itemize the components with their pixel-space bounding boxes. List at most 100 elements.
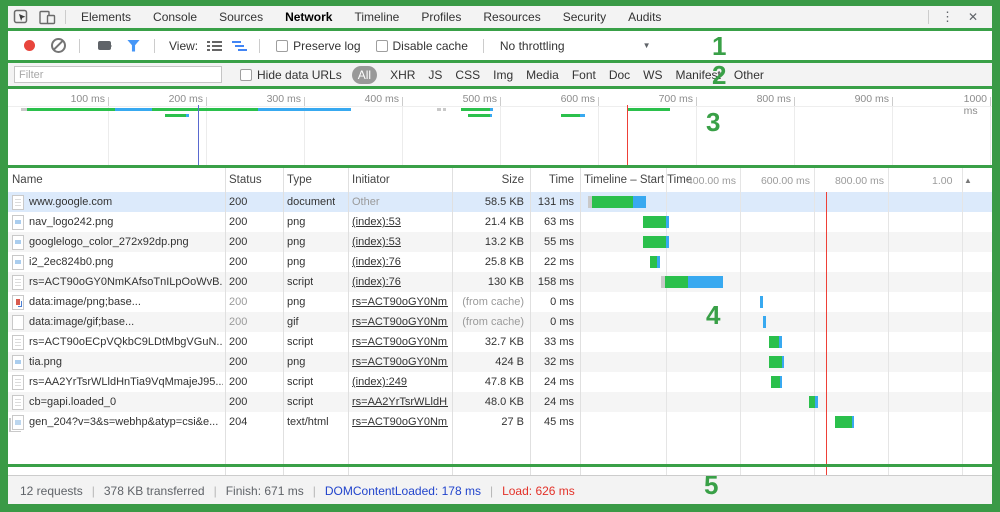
column-header-time[interactable]: Time	[548, 174, 574, 186]
network-overview-timeline[interactable]: 100 ms 200 ms 300 ms 400 ms 500 ms 600 ms 700 …	[8, 89, 992, 165]
status-cell: 200	[229, 216, 248, 228]
throttling-select[interactable]: No throttling	[499, 38, 565, 53]
filter-pill-other[interactable]: Other	[733, 67, 764, 82]
request-row[interactable]: rs=AA2YrTsrWLldHnTia9VqMmajeJ95... 200 scr…	[8, 372, 992, 392]
request-name-cell: googlelogo_color_272x92dp.png	[8, 232, 223, 252]
request-row[interactable]: gen_204?v=3&s=webhp&atyp=csi&e... 204 text…	[8, 412, 992, 432]
initiator-cell[interactable]: rs=ACT90oGY0Nm...	[352, 316, 448, 328]
annotation-number-2: 2	[712, 60, 727, 90]
doc-file-icon	[12, 194, 24, 210]
column-header-initiator[interactable]: Initiator	[352, 174, 390, 186]
tab-profiles[interactable]: Profiles	[421, 10, 462, 24]
request-row[interactable]: www.google.com 200 document Other 58.5 KB 131…	[8, 192, 992, 212]
initiator-cell[interactable]: (index):76	[352, 256, 401, 268]
initiator-cell[interactable]: rs=ACT90oGY0Nm...	[352, 416, 448, 428]
column-header-timeline[interactable]: Timeline – Start Time	[584, 174, 693, 186]
script-file-icon	[12, 394, 24, 410]
devtools-menu-icon[interactable]: ⋮	[940, 9, 954, 24]
timeline-tick-label: 600.00 ms	[760, 175, 810, 187]
tab-console[interactable]: Console	[153, 10, 198, 24]
clear-icon[interactable]	[51, 38, 66, 53]
initiator-cell[interactable]: rs=ACT90oGY0Nm...	[352, 336, 448, 348]
tab-network[interactable]: Network	[285, 10, 333, 24]
disable-cache-checkbox[interactable]: Disable cache	[375, 39, 468, 53]
request-row[interactable]: i2_2ec824b0.png 200 png (index):76 25.8 KB 22…	[8, 252, 992, 272]
request-name-cell: www.google.com	[8, 192, 223, 212]
request-row[interactable]: data:image/gif;base... 200 gif rs=ACT90oGY0…	[8, 312, 992, 332]
column-header-name[interactable]: Name	[12, 174, 43, 186]
tab-audits[interactable]: Audits	[628, 10, 662, 24]
time-cell: 22 ms	[544, 256, 574, 268]
type-cell: png	[287, 216, 306, 228]
overview-activity-bar	[115, 108, 152, 111]
initiator-cell[interactable]: (index):53	[352, 236, 401, 248]
network-summary-bar: 12 requests | 378 KB transferred | Finish: 6…	[8, 475, 992, 504]
chevron-down-icon[interactable]: ▼	[642, 41, 651, 50]
tab-resources[interactable]: Resources	[483, 10, 541, 24]
request-name-cell: rs=ACT90oECpVQkbC9LDtMbgVGuN...	[8, 332, 223, 352]
type-cell: script	[287, 376, 314, 388]
inspect-element-icon[interactable]	[8, 6, 34, 28]
preserve-log-checkbox[interactable]: Preserve log	[276, 39, 361, 53]
filter-pill-media[interactable]: Media	[526, 67, 559, 82]
overview-ruler-label: 800 ms	[756, 93, 791, 105]
initiator-cell[interactable]: (index):76	[352, 276, 401, 288]
waterfall-bar-segment	[650, 256, 657, 268]
filter-pill-js[interactable]: JS	[428, 67, 443, 82]
size-cell: 27 B	[501, 416, 524, 428]
request-row[interactable]: rs=ACT90oECpVQkbC9LDtMbgVGuN... 200 script…	[8, 332, 992, 352]
record-button[interactable]	[24, 40, 35, 51]
tab-sources[interactable]: Sources	[219, 10, 264, 24]
filter-pill-all[interactable]: All	[351, 65, 378, 84]
column-separator[interactable]	[283, 168, 284, 475]
initiator-cell[interactable]: (index):53	[352, 216, 401, 228]
request-name: i2_2ec824b0.png	[29, 256, 114, 268]
hide-data-urls-checkbox[interactable]: Hide data URLs	[240, 68, 342, 82]
column-separator[interactable]	[348, 168, 349, 475]
column-separator[interactable]	[530, 168, 531, 475]
request-row[interactable]: rs=ACT90oGY0NmKAfsoTnILpOoWvB... 200 scrip…	[8, 272, 992, 292]
view-waterfall-icon[interactable]	[227, 35, 253, 57]
tab-timeline[interactable]: Timeline	[354, 10, 400, 24]
filter-pill-ws[interactable]: WS	[643, 67, 663, 82]
column-separator[interactable]	[452, 168, 453, 475]
filter-pill-img[interactable]: Img	[493, 67, 514, 82]
hide-data-urls-label: Hide data URLs	[257, 67, 342, 82]
initiator-cell[interactable]: rs=ACT90oGY0Nm...	[352, 296, 448, 308]
devtools-close-icon[interactable]: ✕	[967, 10, 978, 24]
filter-pill-doc[interactable]: Doc	[608, 67, 631, 82]
filter-input[interactable]	[14, 66, 222, 83]
tab-security[interactable]: Security	[562, 10, 607, 24]
waterfall-view-icon-glyph	[232, 40, 248, 52]
request-row[interactable]: cb=gapi.loaded_0 200 script rs=AA2YrTsrWLld…	[8, 392, 992, 412]
column-header-size[interactable]: Size	[501, 174, 524, 186]
waterfall-bar-segment	[769, 336, 779, 348]
request-row[interactable]: nav_logo242.png 200 png (index):53 21.4 KB 63…	[8, 212, 992, 232]
column-header-status[interactable]: Status	[229, 174, 262, 186]
waterfall-bar-segment	[666, 236, 669, 248]
initiator-cell[interactable]: rs=ACT90oGY0Nm...	[352, 356, 448, 368]
request-row[interactable]: googlelogo_color_272x92dp.png 200 png (inde…	[8, 232, 992, 252]
overview-activity-bar	[580, 114, 585, 117]
request-row[interactable]: tia.png 200 png rs=ACT90oGY0Nm... 424 B 32 ms	[8, 352, 992, 372]
initiator-cell[interactable]: (index):249	[352, 376, 408, 388]
filter-pill-xhr[interactable]: XHR	[390, 67, 416, 82]
request-name: tia.png	[29, 356, 63, 368]
filter-pill-manifest[interactable]: Manifest	[675, 67, 721, 82]
initiator-cell[interactable]: rs=AA2YrTsrWLldH...	[352, 396, 448, 408]
request-row[interactable]: data:image/png;base... 200 png rs=ACT90oGY0…	[8, 292, 992, 312]
overview-ruler-tick	[402, 97, 403, 106]
column-header-type[interactable]: Type	[287, 174, 312, 186]
view-list-icon[interactable]	[202, 35, 227, 57]
device-toolbar-icon[interactable]	[34, 6, 61, 28]
column-separator[interactable]	[580, 168, 581, 475]
filter-pill-font[interactable]: Font	[571, 67, 596, 82]
tab-elements[interactable]: Elements	[81, 10, 132, 24]
devtools-window: Elements Console Sources Network Timeline Pro…	[8, 6, 992, 504]
filter-pill-css[interactable]: CSS	[455, 67, 481, 82]
overview-gridline	[794, 106, 795, 165]
filter-funnel-icon[interactable]	[127, 39, 140, 52]
screenshot-capture-icon[interactable]	[98, 41, 112, 50]
column-separator[interactable]	[225, 168, 226, 475]
imgdata-file-icon	[12, 294, 24, 310]
